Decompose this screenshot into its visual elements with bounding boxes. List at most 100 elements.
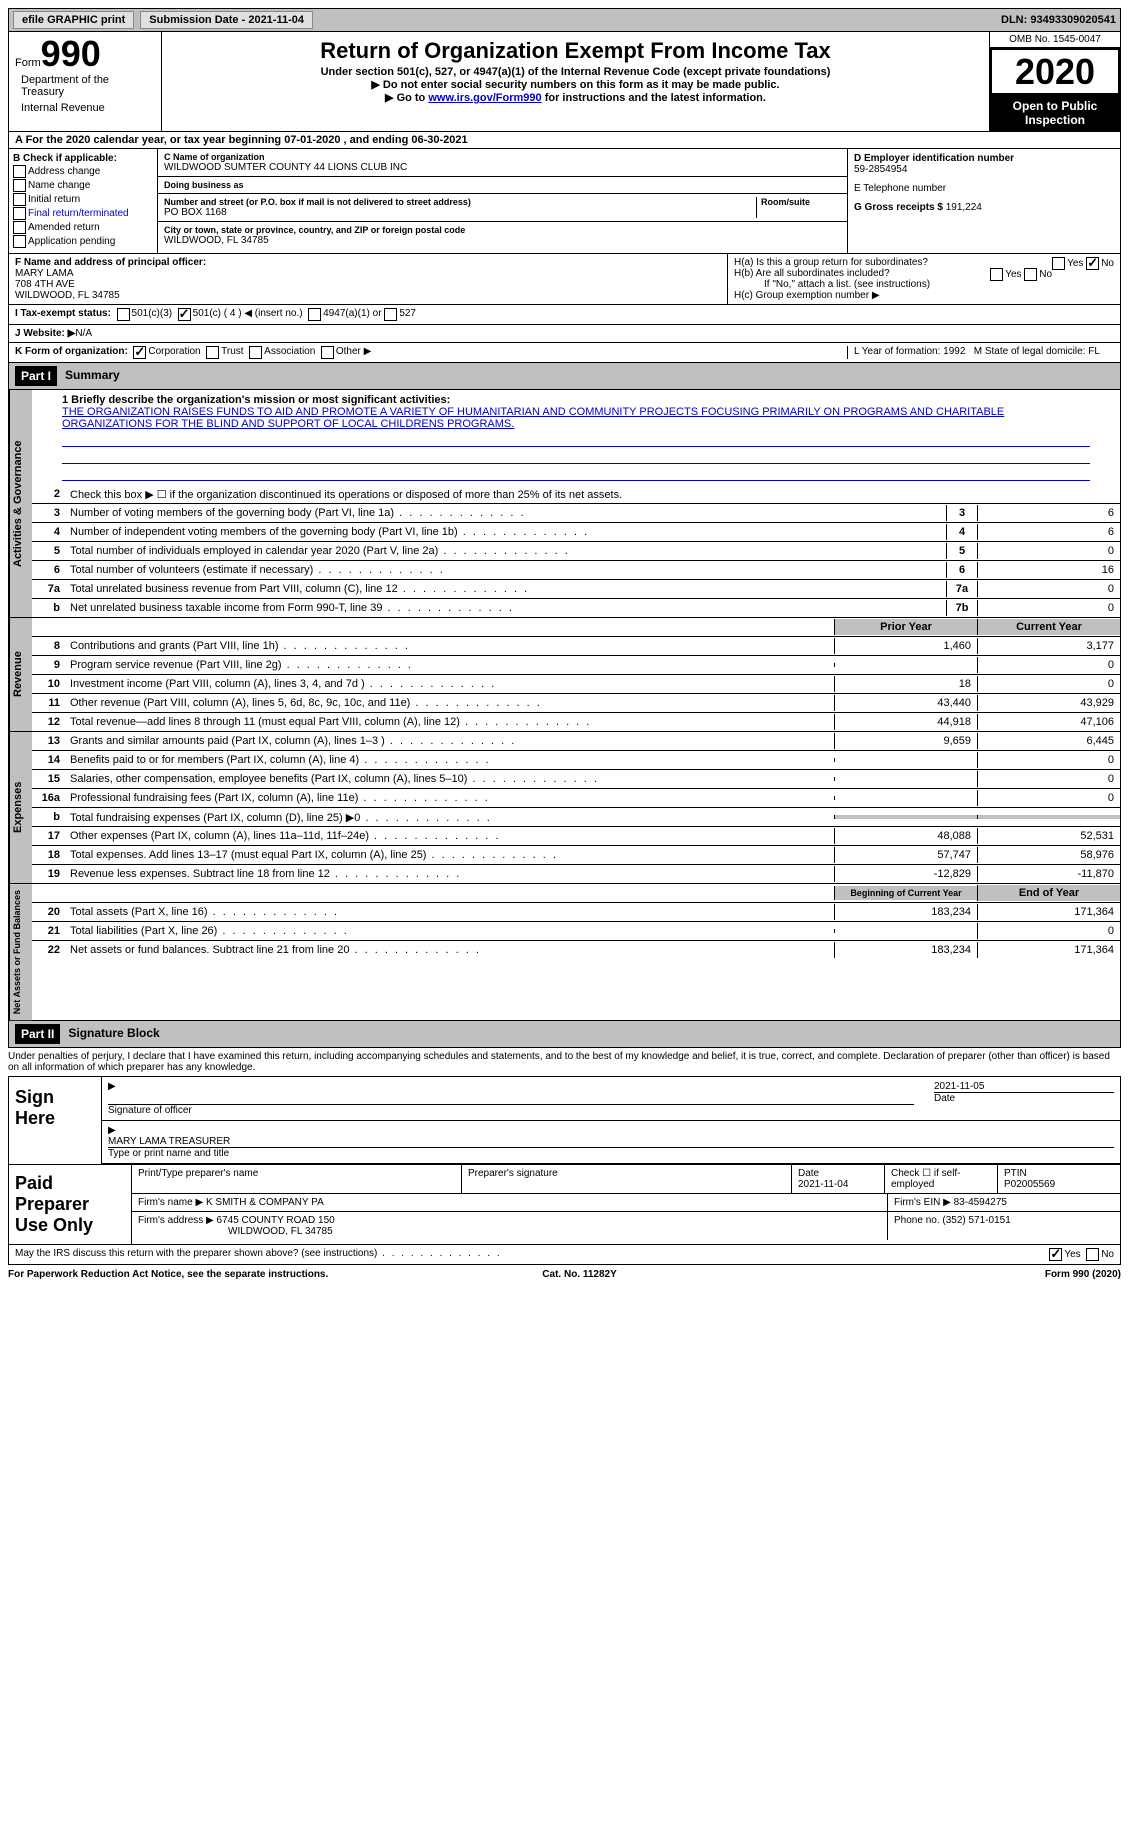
cb-lbl-3: Final return/terminated [28, 208, 129, 219]
money-line: 12Total revenue—add lines 8 through 11 (… [32, 713, 1120, 731]
dln-value: 93493309020541 [1030, 14, 1116, 26]
gov-line: bNet unrelated business taxable income f… [32, 599, 1120, 617]
i-501c: 501(c) ( 4 ) ◀ (insert no.) [193, 308, 303, 321]
subtitle-1: Under section 501(c), 527, or 4947(a)(1)… [168, 66, 983, 78]
dept-2: Internal Revenue [15, 100, 155, 116]
form-prefix: Form [15, 57, 41, 69]
money-line: 15Salaries, other compensation, employee… [32, 770, 1120, 789]
cb-amended[interactable]: Amended return [13, 221, 153, 234]
discuss-text: May the IRS discuss this return with the… [15, 1248, 502, 1261]
ha-no: No [1101, 258, 1114, 269]
money-line: 22Net assets or fund balances. Subtract … [32, 941, 1120, 959]
officer-name: MARY LAMA [15, 268, 721, 279]
l-year: L Year of formation: 1992 [854, 346, 965, 357]
gov-line: 3Number of voting members of the governi… [32, 504, 1120, 523]
firm-phone: (352) 571-0151 [942, 1215, 1010, 1226]
cb-pending[interactable]: Application pending [13, 235, 153, 248]
phone-lbl: E Telephone number [854, 183, 1114, 194]
ha-row: H(a) Is this a group return for subordin… [734, 257, 1114, 268]
prep-hrow: Print/Type preparer's name Preparer's si… [132, 1165, 1120, 1194]
gov-lines: 1 Briefly describe the organization's mi… [32, 390, 1120, 617]
firm-phone-lbl: Phone no. [894, 1215, 942, 1226]
prep-date: 2021-11-04 [798, 1179, 848, 1190]
c-name-lbl: C Name of organization [164, 152, 841, 162]
exp-lines: 13Grants and similar amounts paid (Part … [32, 732, 1120, 883]
money-line: 18Total expenses. Add lines 13–17 (must … [32, 846, 1120, 865]
sub3a: ▶ Go to [385, 92, 428, 104]
firm-addr-lbl: Firm's address ▶ [138, 1215, 217, 1226]
submission-button[interactable]: Submission Date - 2021-11-04 [140, 11, 313, 29]
beg-hdr: Beginning of Current Year [834, 886, 977, 900]
discuss-no: No [1101, 1250, 1114, 1261]
street-address: PO BOX 1168 [164, 207, 756, 218]
vtab-rev: Revenue [9, 618, 32, 731]
col-dg: D Employer identification number 59-2854… [847, 149, 1120, 253]
gross-value: 191,224 [946, 202, 982, 213]
prep-h3: Date [798, 1168, 819, 1179]
end-hdr: End of Year [977, 885, 1120, 901]
org-name: WILDWOOD SUMTER COUNTY 44 LIONS CLUB INC [164, 162, 841, 173]
city-value: WILDWOOD, FL 34785 [164, 235, 841, 246]
sign-block: Sign Here Signature of officer 2021-11-0… [8, 1077, 1121, 1245]
irs-link[interactable]: www.irs.gov/Form990 [428, 92, 541, 104]
firm-ein-lbl: Firm's EIN ▶ [894, 1197, 954, 1208]
ein-value: 59-2854954 [854, 164, 1114, 175]
footer-left: For Paperwork Reduction Act Notice, see … [8, 1269, 328, 1280]
prep-block: Paid Preparer Use Only Print/Type prepar… [9, 1164, 1120, 1244]
row-a: A For the 2020 calendar year, or tax yea… [8, 132, 1121, 149]
header: Form990 Department of the Treasury Inter… [8, 32, 1121, 132]
part1-num: Part I [15, 366, 57, 386]
gov-line: 7aTotal unrelated business revenue from … [32, 580, 1120, 599]
i-4947: 4947(a)(1) or [323, 308, 381, 321]
name-line: MARY LAMA TREASURERType or print name an… [102, 1121, 1120, 1164]
cb-lbl-5: Application pending [28, 236, 115, 247]
b-header: B Check if applicable: [13, 153, 153, 164]
city-lbl: City or town, state or province, country… [164, 225, 841, 235]
rev-colhdr: Prior Year Current Year [32, 618, 1120, 637]
prep-h2: Preparer's signature [462, 1165, 792, 1193]
top-bar: efile GRAPHIC print Submission Date - 20… [8, 8, 1121, 32]
c-dba-row: Doing business as [158, 177, 847, 194]
rev-section: Revenue Prior Year Current Year 8Contrib… [8, 618, 1121, 732]
year-cell: OMB No. 1545-0047 2020 Open to Public In… [989, 32, 1120, 131]
vtab-exp: Expenses [9, 732, 32, 883]
money-line: 20Total assets (Part X, line 16)183,2341… [32, 903, 1120, 922]
d-item: D Employer identification number 59-2854… [854, 153, 1114, 175]
hb2-lbl: If "No," attach a list. (see instruction… [734, 279, 1114, 290]
form-number: 990 [41, 33, 101, 74]
c-city-row: City or town, state or province, country… [158, 222, 847, 249]
sig-date: 2021-11-05 [934, 1081, 1114, 1092]
main-grid: B Check if applicable: Address change Na… [8, 149, 1121, 254]
part2-title: Signature Block [60, 1024, 167, 1044]
ein-lbl: D Employer identification number [854, 153, 1114, 164]
j-row: J Website: ▶ N/A [8, 325, 1121, 343]
firm-addr2: WILDWOOD, FL 34785 [138, 1226, 333, 1237]
cb-name[interactable]: Name change [13, 179, 153, 192]
cb-address[interactable]: Address change [13, 165, 153, 178]
prep-hdr: Paid Preparer Use Only [9, 1165, 132, 1244]
cb-lbl-0: Address change [28, 166, 100, 177]
net-section: Net Assets or Fund Balances Beginning of… [8, 884, 1121, 1021]
firm-name: K SMITH & COMPANY PA [206, 1197, 324, 1208]
cb-final[interactable]: Final return/terminated [13, 207, 153, 220]
website-value: N/A [75, 328, 92, 339]
i-501c3: 501(c)(3) [132, 308, 173, 321]
name-lbl: Type or print name and title [108, 1148, 229, 1159]
cb-lbl-2: Initial return [28, 194, 80, 205]
footer-center: Cat. No. 11282Y [542, 1269, 616, 1280]
money-line: 13Grants and similar amounts paid (Part … [32, 732, 1120, 751]
sig-line: Signature of officer 2021-11-05Date [102, 1077, 1120, 1121]
fh-row: F Name and address of principal officer:… [8, 254, 1121, 305]
gov-line: 5Total number of individuals employed in… [32, 542, 1120, 561]
hb-lbl: H(b) Are all subordinates included? [734, 268, 890, 279]
k-assoc: Association [264, 346, 315, 359]
k-other: Other ▶ [336, 346, 371, 359]
efile-button[interactable]: efile GRAPHIC print [13, 11, 134, 29]
hb-no: No [1039, 269, 1052, 280]
mission-block: 1 Briefly describe the organization's mi… [32, 390, 1120, 485]
cb-initial[interactable]: Initial return [13, 193, 153, 206]
prep-ptin: P02005569 [1004, 1179, 1055, 1190]
money-line: 9Program service revenue (Part VIII, lin… [32, 656, 1120, 675]
date-lbl: Date [934, 1093, 955, 1104]
part1-header: Part I Summary [8, 363, 1121, 390]
